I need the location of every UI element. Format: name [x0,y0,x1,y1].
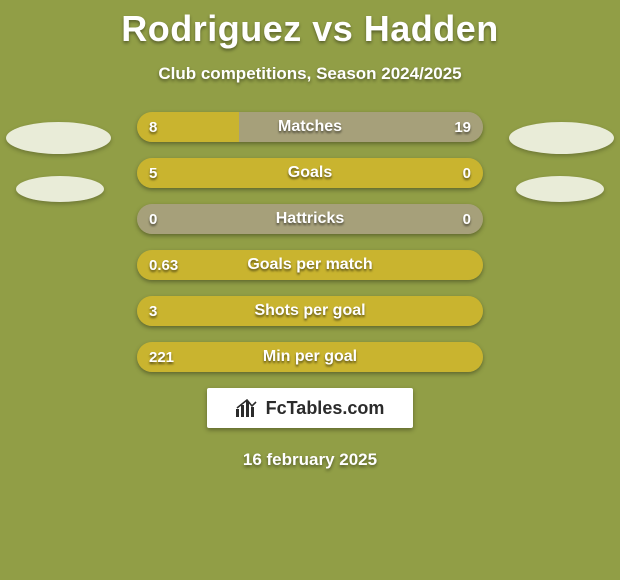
player-right-ellipse-1 [509,122,614,154]
player-right-ellipse-2 [516,176,604,202]
date-text: 16 february 2025 [0,450,620,470]
stats-area: 819Matches 50Goals 00Hattricks 0.63Goals pe… [0,112,620,372]
stat-bars: 819Matches 50Goals 00Hattricks 0.63Goals pe… [137,112,483,372]
comparison-infographic: Rodriguez vs Hadden Club competitions, S… [0,0,620,580]
footer: FcTables.com 16 february 2025 [0,388,620,470]
fctables-watermark: FcTables.com [207,388,413,428]
subtitle: Club competitions, Season 2024/2025 [0,64,620,84]
stat-bar: 50Goals [137,158,483,188]
player-left-ellipse-1 [6,122,111,154]
stat-bar: 3Shots per goal [137,296,483,326]
player-left-ellipse-2 [16,176,104,202]
stat-bar: 0.63Goals per match [137,250,483,280]
stat-bar: 221Min per goal [137,342,483,372]
stat-bar: 00Hattricks [137,204,483,234]
stat-bar: 819Matches [137,112,483,142]
page-title: Rodriguez vs Hadden [0,8,620,50]
watermark-text: FcTables.com [266,398,385,419]
chart-icon [236,399,258,417]
